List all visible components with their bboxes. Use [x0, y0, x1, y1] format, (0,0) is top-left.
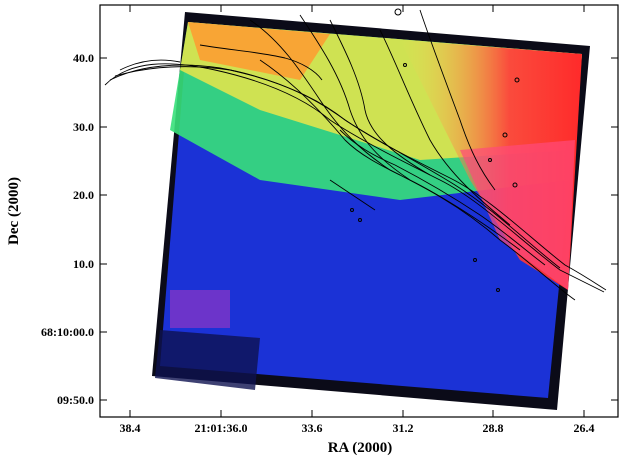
map-orange-region	[188, 22, 330, 80]
x-tick-label: 26.4	[574, 421, 595, 435]
x-tick-label: 28.8	[483, 421, 504, 435]
map-layer	[104, 8, 607, 410]
y-tick-label: 68:10:00.0	[41, 325, 94, 339]
tick-marks	[100, 5, 618, 417]
map-pink-region	[460, 140, 575, 290]
x-tick-label: 33.6	[302, 421, 323, 435]
y-tick-label: 10.0	[73, 257, 94, 271]
map-dark-corner	[155, 330, 260, 390]
x-tick-label: 31.2	[393, 421, 414, 435]
x-axis-label: RA (2000)	[328, 440, 393, 456]
y-tick-label: 20.0	[73, 188, 94, 202]
x-tick-label: 21:01:36.0	[195, 421, 248, 435]
y-axis-label: Dec (2000)	[6, 177, 22, 245]
map-purple-patch	[170, 290, 230, 328]
y-tick-label: 30.0	[73, 120, 94, 134]
y-tick-label: 40.0	[73, 51, 94, 65]
contour-overlay	[104, 9, 607, 301]
contour-islands	[350, 8, 520, 292]
y-tick-label: 09:50.0	[57, 393, 94, 407]
x-tick-label: 38.4	[120, 421, 141, 435]
